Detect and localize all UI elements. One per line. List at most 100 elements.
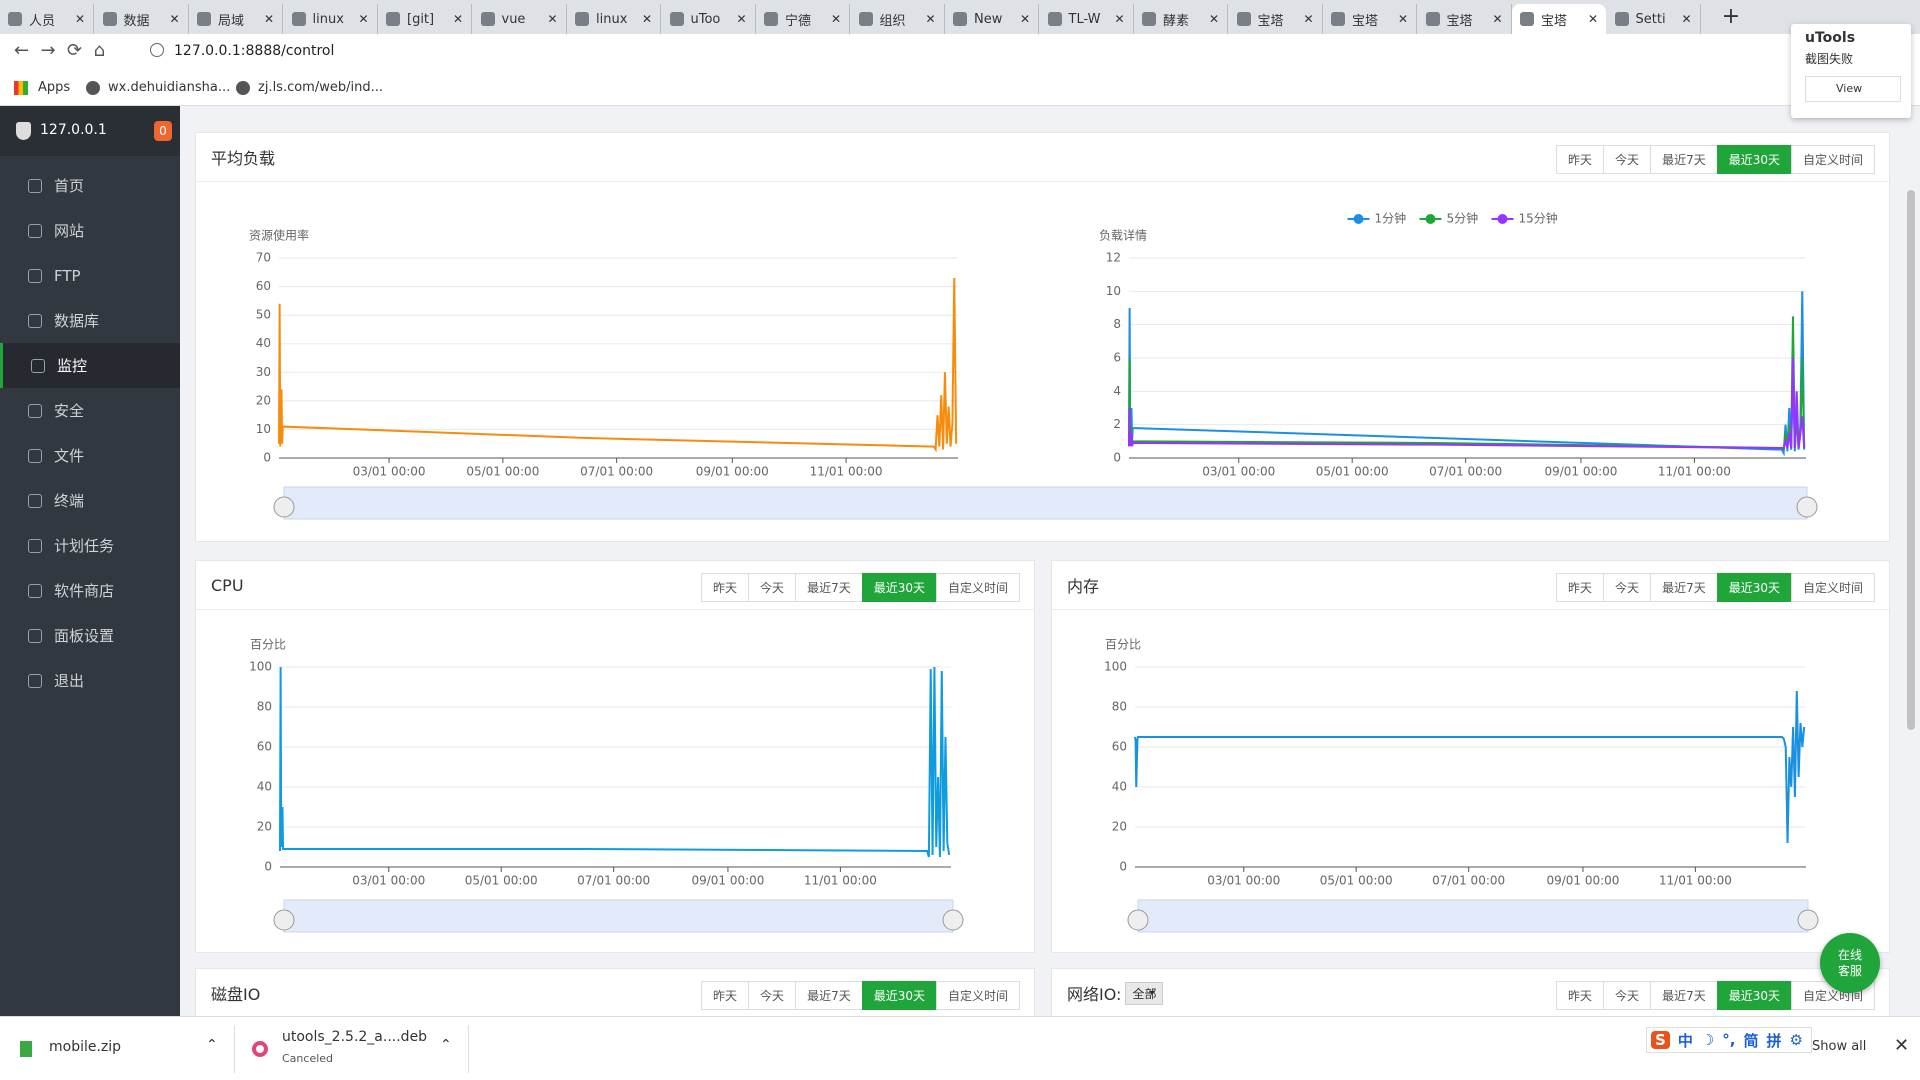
range-button[interactable]: 最近30天 — [1716, 981, 1792, 1010]
tab-close[interactable]: ✕ — [830, 12, 841, 26]
range-button[interactable]: 自定义时间 — [1790, 145, 1875, 174]
nav-item[interactable]: 监控 — [0, 343, 180, 388]
tab[interactable]: vue ✕ — [473, 4, 567, 34]
range-button[interactable]: 今天 — [1603, 981, 1652, 1010]
tab-close[interactable]: ✕ — [358, 12, 369, 26]
nav-item[interactable]: 计划任务 — [0, 523, 180, 568]
badge[interactable]: 0 — [154, 121, 172, 141]
tab[interactable]: 宁德 ✕ — [756, 4, 850, 34]
nav-buttons[interactable]: ← → ⟳ ⌂ — [14, 40, 106, 61]
tab-title: uToo — [690, 11, 721, 27]
range-button[interactable]: 昨天 — [701, 573, 750, 602]
nav-item[interactable]: 终端 — [0, 478, 180, 523]
tab[interactable]: linux ✕ — [567, 4, 661, 34]
nav-item[interactable]: 软件商店 — [0, 568, 180, 613]
tab[interactable]: 人员 ✕ — [0, 4, 94, 34]
nav-item[interactable]: 面板设置 — [0, 613, 180, 658]
tab-close[interactable]: ✕ — [1114, 12, 1125, 26]
range-button[interactable]: 昨天 — [701, 981, 750, 1010]
button-group: 昨天 今天 最近7天 最近30天 自定义时间 — [1556, 145, 1875, 174]
chat-button[interactable]: 在线 客服 — [1820, 933, 1880, 993]
tab[interactable]: linux ✕ — [284, 4, 378, 34]
tab[interactable]: [git] ✕ — [378, 4, 472, 34]
tab-close[interactable]: ✕ — [1208, 12, 1219, 26]
zoom-handle[interactable] — [1797, 909, 1819, 931]
range-button[interactable]: 最近7天 — [795, 981, 863, 1010]
nav-item[interactable]: 网站 — [0, 208, 180, 253]
popup-button[interactable]: View — [1805, 76, 1901, 102]
new-tab[interactable]: + — [1721, 4, 1741, 29]
tab-close[interactable]: ✕ — [263, 12, 274, 26]
range-button[interactable]: 今天 — [748, 981, 797, 1010]
nav-icon — [28, 538, 42, 553]
range-button[interactable]: 今天 — [1603, 573, 1652, 602]
tab-close[interactable]: ✕ — [736, 12, 747, 26]
tab-close[interactable]: ✕ — [169, 12, 180, 26]
download-name[interactable]: utools_2.5.2_a....deb — [282, 1029, 428, 1045]
range-button[interactable]: 昨天 — [1556, 573, 1605, 602]
tab-close[interactable]: ✕ — [547, 12, 558, 26]
nav-item[interactable]: 文件 — [0, 433, 180, 478]
nav-item[interactable]: 退出 — [0, 658, 180, 703]
zoom-handle[interactable] — [1127, 909, 1149, 931]
range-button[interactable]: 今天 — [1603, 145, 1652, 174]
zoom-handle[interactable] — [1796, 496, 1818, 518]
download-name[interactable]: mobile.zip — [49, 1039, 122, 1055]
tab[interactable]: Setti ✕ — [1607, 4, 1701, 34]
nav-item[interactable]: FTP — [0, 253, 180, 298]
close[interactable]: ✕ — [1894, 1035, 1910, 1056]
tab-icon — [669, 12, 684, 26]
tab-close[interactable]: ✕ — [641, 12, 652, 26]
tab[interactable]: 宝塔 ✕ — [1512, 4, 1606, 34]
tab-close[interactable]: ✕ — [1397, 12, 1408, 26]
zoom-handle[interactable] — [273, 909, 295, 931]
tab-close[interactable]: ✕ — [74, 12, 85, 26]
tab-close[interactable]: ✕ — [1492, 12, 1503, 26]
tab[interactable]: 宝塔 ✕ — [1418, 4, 1512, 34]
chevron[interactable]: ⌃ — [206, 1037, 218, 1053]
show-all[interactable]: Show all — [1812, 1039, 1867, 1054]
tab[interactable]: 宝塔 ✕ — [1323, 4, 1417, 34]
sidebar-header: 127.0.0.1 0 — [0, 106, 180, 156]
range-button[interactable]: 昨天 — [1556, 981, 1605, 1010]
select[interactable]: 全部 — [1125, 981, 1164, 1005]
tab[interactable]: uToo ✕ — [662, 4, 756, 34]
nav-item[interactable]: 安全 — [0, 388, 180, 433]
tab[interactable]: 数据 ✕ — [95, 4, 189, 34]
ime-bar[interactable]: S 中 ☽ °, 简 拼 ⚙ — [1646, 1027, 1812, 1053]
tab-close[interactable]: ✕ — [925, 12, 936, 26]
tab[interactable]: 组织 ✕ — [851, 4, 945, 34]
range-button[interactable]: 自定义时间 — [935, 981, 1020, 1010]
range-button[interactable]: 自定义时间 — [1790, 573, 1875, 602]
range-button[interactable]: 最近7天 — [1650, 981, 1718, 1010]
range-button[interactable]: 自定义时间 — [935, 573, 1020, 602]
bookmark[interactable]: wx.dehuidiansha... — [108, 80, 231, 95]
range-button[interactable]: 今天 — [748, 573, 797, 602]
tab-close[interactable]: ✕ — [1681, 12, 1692, 26]
range-button[interactable]: 昨天 — [1556, 145, 1605, 174]
tab-close[interactable]: ✕ — [1587, 12, 1598, 26]
tab[interactable]: 宝塔 ✕ — [1229, 4, 1323, 34]
zoom-handle[interactable] — [942, 909, 964, 931]
tab-close[interactable]: ✕ — [1019, 12, 1030, 26]
bookmark[interactable]: zj.ls.com/web/ind... — [258, 80, 383, 95]
bookmark[interactable]: Apps — [38, 80, 71, 95]
zoom-handle[interactable] — [273, 496, 295, 518]
tab[interactable]: 酵素 ✕ — [1134, 4, 1228, 34]
tab[interactable]: TL-W ✕ — [1040, 4, 1134, 34]
range-button[interactable]: 最近7天 — [1650, 573, 1718, 602]
tab[interactable]: 局域 ✕ — [189, 4, 283, 34]
range-button[interactable]: 最近30天 — [1716, 145, 1792, 174]
range-button[interactable]: 最近30天 — [861, 981, 937, 1010]
tab-close[interactable]: ✕ — [452, 12, 463, 26]
range-button[interactable]: 最近7天 — [795, 573, 863, 602]
url[interactable]: 127.0.0.1:8888/control — [174, 43, 335, 59]
info-icon[interactable] — [150, 43, 164, 57]
zoom-slider — [1137, 899, 1809, 933]
nav-item[interactable]: 数据库 — [0, 298, 180, 343]
scrollbar[interactable] — [1907, 190, 1915, 730]
chevron[interactable]: ⌃ — [440, 1037, 452, 1053]
nav-item[interactable]: 首页 — [0, 163, 180, 208]
tab-close[interactable]: ✕ — [1303, 12, 1314, 26]
tab[interactable]: New ✕ — [945, 4, 1039, 34]
